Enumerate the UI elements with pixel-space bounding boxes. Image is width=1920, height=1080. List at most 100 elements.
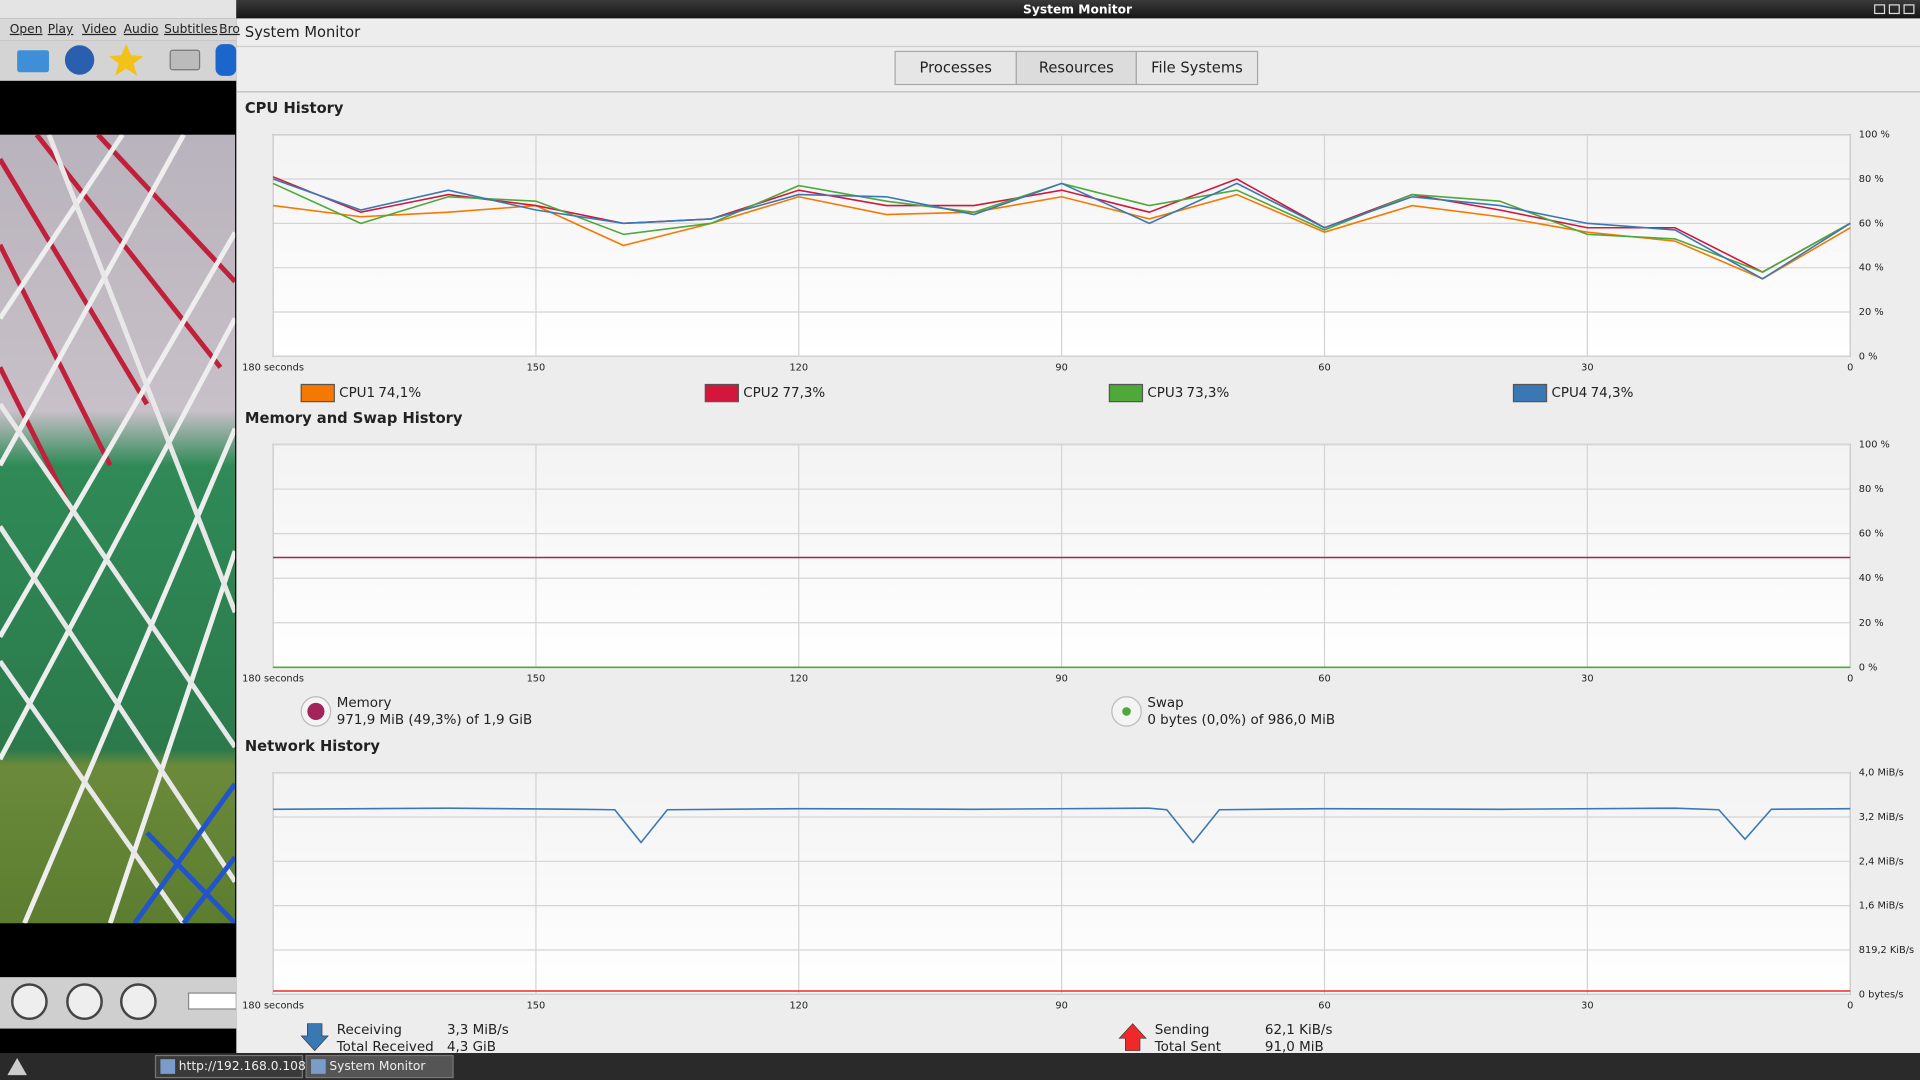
menu-item[interactable]: Play [48, 22, 74, 36]
previous-button[interactable] [120, 983, 157, 1021]
info-icon[interactable] [215, 44, 237, 76]
y-tick-label: 40 % [1859, 573, 1884, 584]
menu-item[interactable]: Video [82, 22, 116, 36]
taskbar-label[interactable]: System Monitor [329, 1059, 426, 1073]
series-line [272, 176, 1851, 273]
taskbar-items: http://192.168.0.108... System Monitor [154, 1054, 454, 1079]
x-tick-label: 180 seconds [242, 362, 304, 373]
chart-title: Memory and Swap History [245, 410, 463, 427]
close-button[interactable] [1903, 4, 1915, 15]
legend-name: Memory [337, 696, 392, 711]
legend-rate: 62,1 KiB/s [1265, 1023, 1333, 1038]
legend-name: Swap [1147, 696, 1183, 711]
y-tick-label: 60 % [1859, 218, 1884, 229]
seek-bar[interactable] [187, 992, 237, 1010]
legend-swatch[interactable] [1512, 383, 1548, 403]
legend-value: 74,3% [1591, 386, 1634, 401]
legend-arrow[interactable] [1118, 1023, 1147, 1051]
legend-name: CPU3 [1147, 386, 1183, 401]
pause-button[interactable] [11, 983, 48, 1021]
y-tick-label: 4,0 MiB/s [1859, 768, 1904, 779]
y-tick-label: 0 % [1859, 662, 1878, 673]
y-tick-label: 100 % [1859, 439, 1890, 450]
stop-button[interactable] [66, 983, 103, 1021]
legend-arrow[interactable] [300, 1023, 329, 1052]
tab-label[interactable]: Resources [1039, 60, 1114, 77]
tab-label[interactable]: Processes [920, 60, 992, 77]
y-tick-label: 2,4 MiB/s [1859, 856, 1904, 867]
video-frame [0, 134, 236, 924]
x-tick-label: 90 [1055, 673, 1067, 684]
x-tick-label: 180 seconds [242, 1000, 304, 1011]
legend-swatch[interactable] [1108, 383, 1144, 403]
favorite-icon[interactable] [108, 44, 144, 76]
x-tick-label: 150 [527, 673, 546, 684]
series-line [273, 807, 1851, 844]
y-tick-label: 20 % [1859, 618, 1884, 629]
app-label: System Monitor [245, 24, 361, 41]
y-tick-label: 20 % [1859, 307, 1884, 318]
legend-rate: 3,3 MiB/s [447, 1023, 509, 1038]
tab[interactable] [1135, 50, 1259, 86]
player-titlebar [0, 0, 237, 19]
chart-title: Network History [245, 738, 380, 755]
legend-name: CPU1 [339, 386, 375, 401]
x-tick-label: 60 [1318, 673, 1330, 684]
legend-swatch[interactable] [704, 383, 739, 403]
charts: CPU History 180 seconds 150 120 90 60 30 0 0 % 20… [242, 100, 1914, 1055]
menu-item[interactable]: Open [10, 22, 43, 36]
legend-total: 4,3 GiB [447, 1040, 496, 1055]
open-icon[interactable] [17, 50, 49, 73]
x-tick-label: 0 [1847, 362, 1853, 373]
menu-item[interactable]: Audio [124, 22, 159, 36]
x-tick-label: 150 [527, 362, 546, 373]
x-tick-label: 120 [789, 673, 808, 684]
legend-swatch[interactable] [300, 383, 335, 403]
menu-item[interactable]: Subtitles [164, 22, 218, 36]
legend-value: 73,3% [1187, 386, 1230, 401]
legend-name: Sending [1155, 1023, 1210, 1038]
tab[interactable] [1015, 50, 1137, 86]
y-tick-label: 3,2 MiB/s [1859, 812, 1904, 823]
y-tick-label: 819,2 KiB/s [1859, 945, 1914, 956]
x-tick-label: 90 [1055, 362, 1067, 373]
legend-total: 91,0 MiB [1265, 1040, 1324, 1055]
tab-label[interactable]: File Systems [1151, 60, 1243, 77]
x-tick-label: 150 [527, 1000, 546, 1011]
taskbar-button[interactable] [305, 1054, 454, 1079]
minimize-button[interactable] [1874, 4, 1886, 15]
menu-item[interactable]: Bro [219, 22, 240, 36]
taskbar-icon [160, 1059, 176, 1074]
y-tick-label: 80 % [1859, 484, 1884, 495]
legend-detail: 971,9 MiB (49,3%) of 1,9 GiB [337, 713, 532, 728]
y-tick-label: 80 % [1859, 174, 1884, 185]
web-icon[interactable] [64, 45, 95, 75]
tab-bar: Processes Resources File Systems [894, 50, 1259, 86]
taskbar-button[interactable] [154, 1054, 304, 1079]
tab[interactable] [894, 50, 1017, 86]
x-tick-label: 90 [1055, 1000, 1067, 1011]
chart-title: CPU History [245, 100, 344, 117]
series-line [272, 178, 1851, 280]
y-tick-label: 0 bytes/s [1859, 989, 1904, 1000]
maximize-button[interactable] [1888, 4, 1900, 15]
legend-dot [307, 702, 325, 721]
taskbar-label[interactable]: http://192.168.0.108... [179, 1059, 318, 1073]
legend-total-label: Total Received [336, 1040, 434, 1055]
y-tick-label: 1,6 MiB/s [1859, 901, 1904, 912]
x-tick-label: 120 [789, 362, 808, 373]
y-tick-label: 60 % [1859, 529, 1884, 540]
video-net [0, 134, 236, 924]
player-menubar [0, 18, 237, 41]
start-button[interactable] [7, 1057, 27, 1076]
x-tick-label: 30 [1581, 362, 1593, 373]
legend-name: Receiving [337, 1023, 402, 1038]
legend-value: 74,1% [378, 386, 421, 401]
snapshot-icon[interactable] [169, 49, 201, 71]
y-tick-label: 40 % [1859, 263, 1884, 274]
x-tick-label: 60 [1318, 1000, 1330, 1011]
taskbar-icon [311, 1059, 326, 1074]
